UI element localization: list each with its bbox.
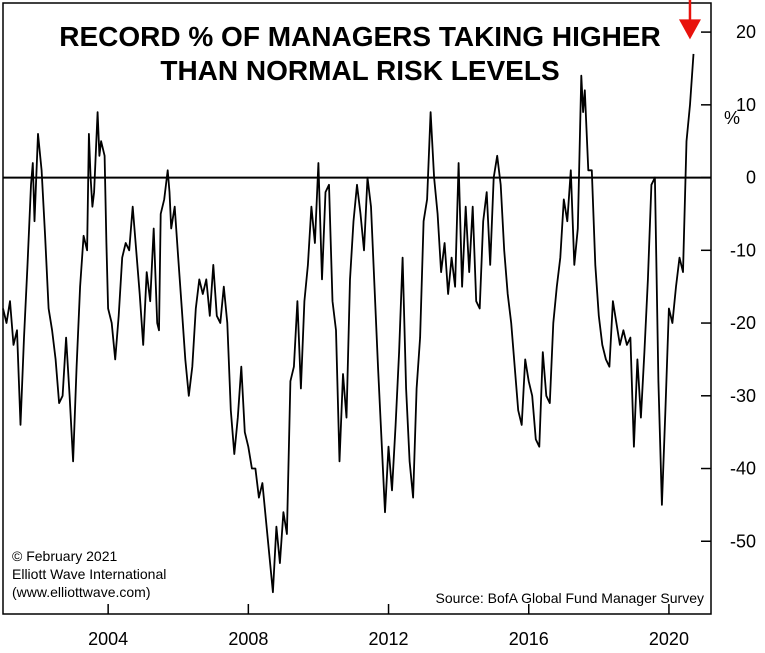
x-tick-label: 2008 [228,629,268,649]
y-tick-label: -30 [730,386,756,406]
copyright-line-3: (www.elliottwave.com) [12,584,150,600]
x-axis: 2004 2008 2012 2016 2020 [88,604,689,649]
y-tick-label: -10 [730,240,756,260]
chart-title-line-2: THAN NORMAL RISK LEVELS [160,55,559,86]
risk-level-line [2,53,695,594]
copyright-line-2: Elliott Wave International [12,566,166,582]
y-tick-label: -20 [730,313,756,333]
x-tick-label: 2012 [369,629,409,649]
y-tick-label: 20 [736,22,756,42]
y-tick-label: -40 [730,459,756,479]
y-tick-label: 0 [746,168,756,188]
y-tick-label: 10 [736,95,756,115]
chart-frame [2,2,712,615]
y-tick-label: -50 [730,531,756,551]
record-arrow-icon [678,0,701,40]
y-axis: 20 10 0 -10 -20 -30 -40 -50 [701,22,756,551]
x-tick-label: 2004 [88,629,128,649]
copyright-line-1: © February 2021 [12,548,117,564]
source-note: Source: BofA Global Fund Manager Survey [436,590,704,606]
y-unit-label: % [724,108,740,128]
chart-title-line-1: RECORD % OF MANAGERS TAKING HIGHER [59,21,661,52]
x-tick-label: 2020 [649,629,689,649]
x-tick-label: 2016 [509,629,549,649]
